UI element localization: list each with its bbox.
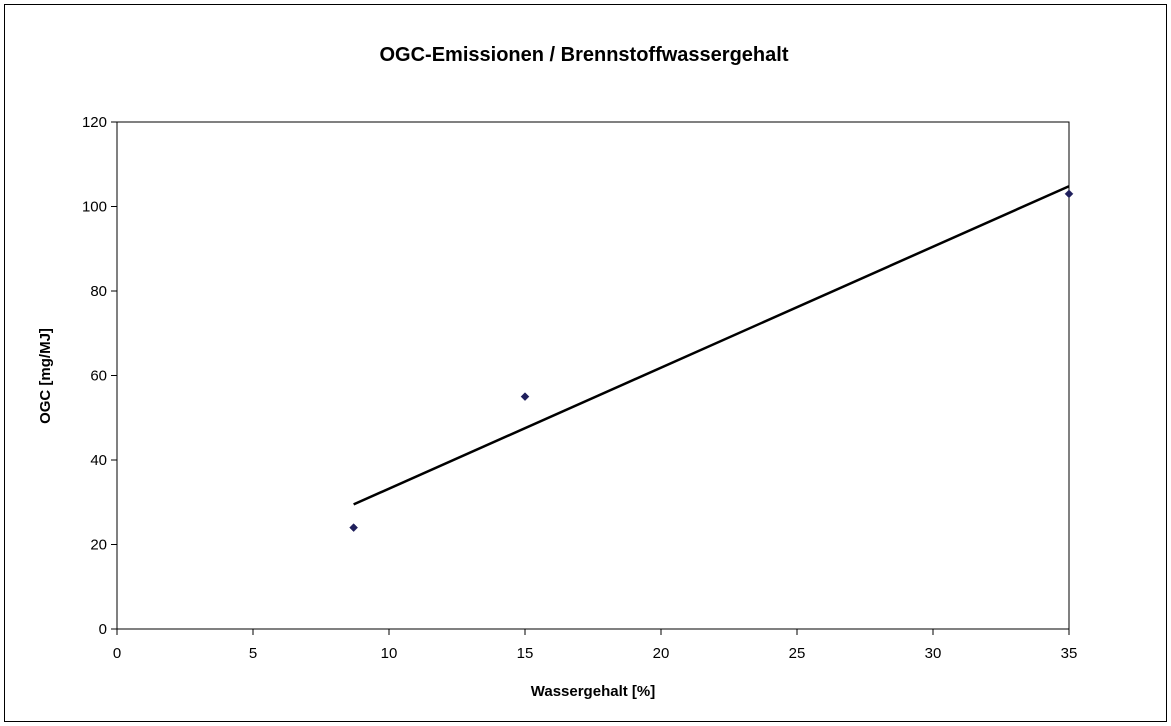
x-tick-label: 15 — [517, 645, 534, 662]
y-tick-label: 0 — [99, 621, 107, 638]
x-tick-label: 25 — [789, 645, 806, 662]
x-tick-label: 5 — [249, 645, 257, 662]
data-points — [349, 189, 1074, 532]
x-tick-label: 0 — [113, 645, 121, 662]
chart-frame — [4, 4, 1167, 722]
data-point — [520, 392, 530, 401]
x-tick-label: 20 — [653, 645, 670, 662]
data-point — [1064, 189, 1074, 199]
x-axis-title: Wassergehalt [%] — [531, 683, 655, 700]
y-tick-label: 60 — [90, 368, 107, 385]
x-tick-label: 30 — [925, 645, 942, 662]
y-tick-label: 20 — [90, 537, 107, 554]
plot-area — [116, 121, 1070, 630]
trendline — [353, 185, 1070, 506]
chart-title: OGC-Emissionen / Brennstoffwassergehalt — [380, 44, 789, 66]
x-axis-ticks: 0 5 10 15 20 25 30 35 — [113, 629, 1078, 662]
data-point — [349, 523, 358, 532]
y-tick-label: 80 — [90, 283, 107, 300]
x-tick-label: 35 — [1061, 645, 1078, 662]
y-tick-label: 40 — [90, 452, 107, 469]
x-tick-label: 10 — [381, 645, 398, 662]
y-tick-label: 100 — [82, 199, 107, 216]
y-axis-ticks: 0 20 40 60 80 100 120 — [82, 114, 117, 638]
trendline-layer — [353, 185, 1070, 506]
y-tick-label: 120 — [82, 114, 107, 131]
y-axis-title: OGC [mg/MJ] — [37, 328, 54, 424]
